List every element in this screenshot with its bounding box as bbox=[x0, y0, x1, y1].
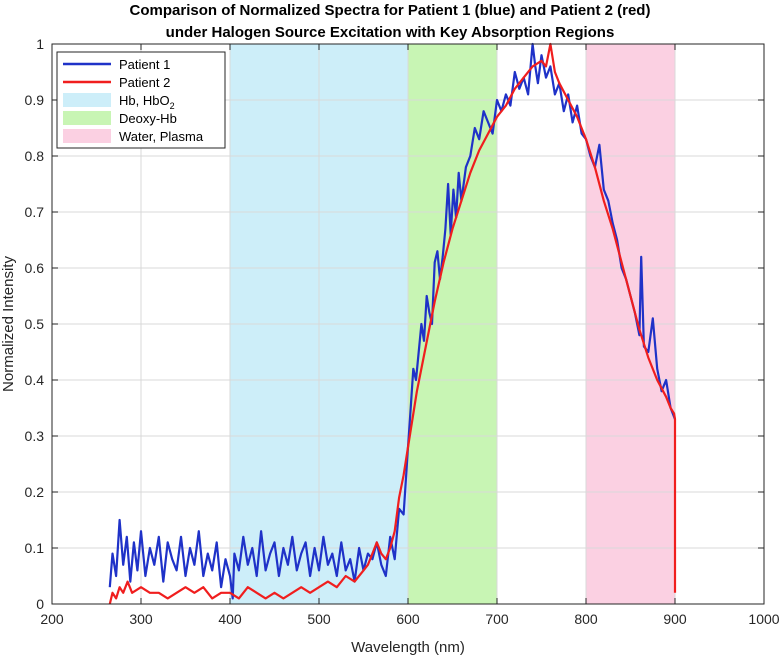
series-lines bbox=[108, 42, 677, 605]
x-tick-label: 900 bbox=[663, 611, 687, 627]
x-tick-label: 300 bbox=[129, 611, 153, 627]
legend-swatch-region-3 bbox=[63, 129, 111, 143]
y-tick-label: 0 bbox=[36, 596, 44, 612]
chart-subtitle: under Halogen Source Excitation with Key… bbox=[166, 24, 615, 41]
x-tick-label: 700 bbox=[485, 611, 509, 627]
legend-swatch-region-1 bbox=[63, 93, 111, 107]
y-axis-label: Normalized Intensity bbox=[0, 256, 17, 392]
y-tick-label: 0.3 bbox=[25, 428, 45, 444]
legend-label-region-2: Deoxy-Hb bbox=[119, 111, 177, 126]
series-line-patient-2 bbox=[108, 42, 677, 605]
legend-swatch-region-2 bbox=[63, 111, 111, 125]
grid bbox=[52, 44, 764, 604]
y-tick-label: 0.2 bbox=[25, 484, 45, 500]
legend-label-region-1: Hb, HbO2 bbox=[119, 93, 175, 111]
x-tick-label: 200 bbox=[40, 611, 64, 627]
y-tick-label: 0.1 bbox=[25, 540, 45, 556]
legend-label-patient-2: Patient 2 bbox=[119, 75, 170, 90]
x-tick-label: 400 bbox=[218, 611, 242, 627]
axis-ticks: 200 300 400 500 600 700 800 900 1000 0 0.1 0.2 0.3 0.… bbox=[25, 36, 780, 627]
y-tick-label: 0.9 bbox=[25, 92, 45, 108]
legend-label-patient-1: Patient 1 bbox=[119, 57, 170, 72]
y-tick-label: 0.7 bbox=[25, 204, 45, 220]
chart-title: Comparison of Normalized Spectra for Pat… bbox=[130, 2, 651, 19]
y-tick-label: 0.5 bbox=[25, 316, 45, 332]
x-tick-label: 1000 bbox=[748, 611, 779, 627]
x-axis-label: Wavelength (nm) bbox=[351, 639, 465, 655]
y-tick-label: 0.8 bbox=[25, 148, 45, 164]
y-tick-label: 0.6 bbox=[25, 260, 45, 276]
y-tick-label: 0.4 bbox=[25, 372, 45, 388]
x-tick-label: 800 bbox=[574, 611, 598, 627]
legend-label-region-3: Water, Plasma bbox=[119, 129, 204, 144]
x-tick-label: 600 bbox=[396, 611, 420, 627]
x-tick-label: 500 bbox=[307, 611, 331, 627]
y-tick-label: 1 bbox=[36, 36, 44, 52]
